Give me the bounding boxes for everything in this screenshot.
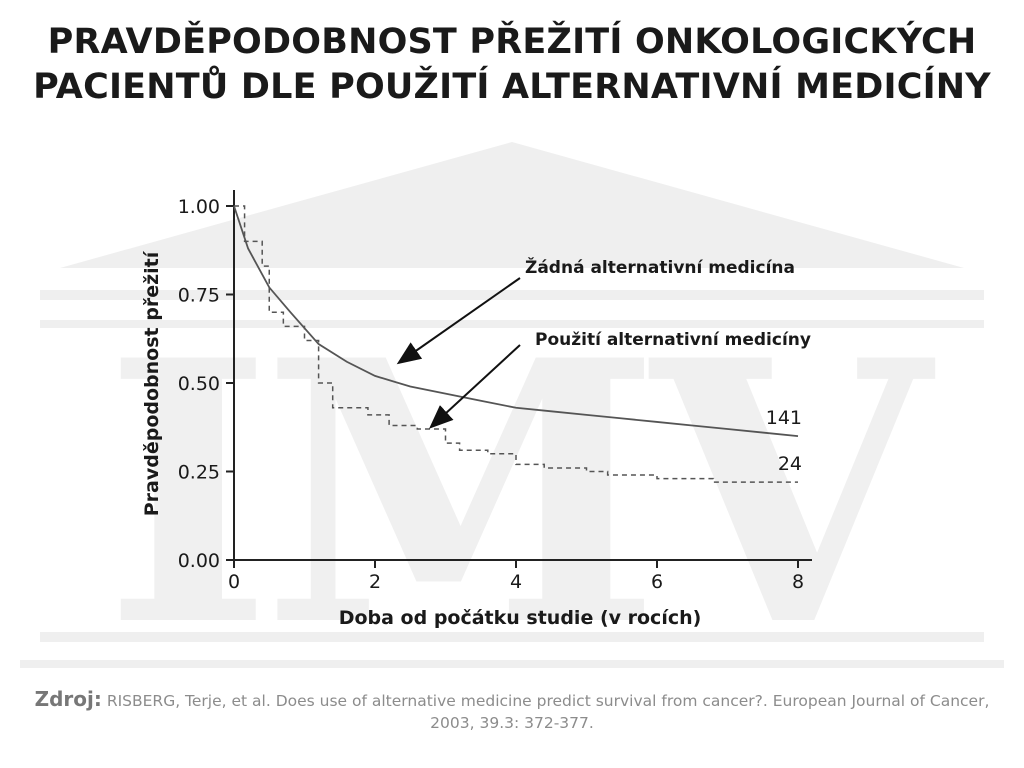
x-tick-label: 2	[369, 571, 381, 593]
page-title: PRAVDĚPODOBNOST PŘEŽITÍ ONKOLOGICKÝCH PA…	[0, 20, 1024, 110]
chart-series: 141 24	[233, 205, 802, 483]
x-axis-label: Doba od počátku studie (v rocích)	[339, 607, 702, 629]
chart-annotations: Žádná alternativní medicína Použití alter…	[396, 256, 811, 429]
source-text: RISBERG, Terje, et al. Does use of alter…	[106, 692, 990, 732]
x-tick-label: 4	[510, 571, 522, 593]
annotation-arrow-1	[396, 277, 521, 365]
x-tick-label: 6	[651, 571, 663, 593]
annotation-arrow-2	[429, 344, 521, 429]
series-end-label-2: 24	[778, 453, 802, 475]
series-line-1	[233, 205, 799, 437]
y-tick-label: 1.00	[178, 196, 220, 218]
chart-axes	[233, 190, 812, 561]
source-label: Zdroj:	[34, 687, 102, 711]
series-line-2	[234, 205, 798, 483]
x-tick-label: 8	[792, 571, 804, 593]
chart-ticks: 0.000.250.500.751.000 2 4 6 8	[178, 196, 804, 593]
annotation-label-1: Žádná alternativní medicína	[525, 256, 795, 278]
watermark-text: IMV	[104, 282, 938, 705]
y-tick-label: 0.00	[178, 550, 220, 572]
series-end-label-1: 141	[766, 407, 802, 429]
title-line-1: PRAVDĚPODOBNOST PŘEŽITÍ ONKOLOGICKÝCH	[47, 22, 977, 62]
y-tick-label: 0.75	[178, 285, 220, 307]
y-tick-label: 0.25	[178, 462, 220, 484]
source-citation: Zdroj: RISBERG, Terje, et al. Does use o…	[20, 688, 1004, 734]
x-tick-label: 0	[228, 571, 240, 593]
y-tick-label: 0.50	[178, 373, 220, 395]
title-line-2: PACIENTŮ DLE POUŽITÍ ALTERNATIVNÍ MEDICÍ…	[33, 67, 991, 107]
annotation-label-2: Použití alternativní medicíny	[535, 330, 811, 350]
y-axis-label: Pravděpodobnost přežití	[141, 250, 163, 516]
